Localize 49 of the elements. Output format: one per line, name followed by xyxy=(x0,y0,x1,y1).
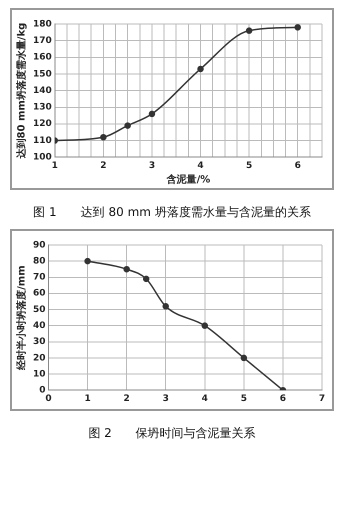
point xyxy=(148,110,156,118)
y-tick-label: 130 xyxy=(32,102,52,113)
y-tick-label: 50 xyxy=(32,304,46,315)
x-tick-label: 6 xyxy=(280,394,286,404)
x-tick-label: 1 xyxy=(84,394,91,404)
y-tick-label: 100 xyxy=(32,152,52,163)
x-tick-label: 4 xyxy=(197,160,204,171)
y-tick-label: 180 xyxy=(32,19,52,30)
x-tick-label: 2 xyxy=(100,160,107,171)
y-axis-title: 经时半小时坍落度/mm xyxy=(16,265,28,371)
x-axis-title: 含泥量/% xyxy=(166,174,210,186)
x-tick-label: 3 xyxy=(162,394,169,404)
text: 图 1 达到 80 mm 坍落度需水量与含泥量的关系 xyxy=(32,204,312,221)
y-tick-label: 40 xyxy=(32,321,46,332)
point xyxy=(197,66,204,72)
x-tick-label: 4 xyxy=(202,394,208,404)
y-tick-label: 110 xyxy=(32,136,52,146)
point xyxy=(202,322,208,329)
x-tick-label: 5 xyxy=(246,160,252,171)
y-tick-label: 170 xyxy=(32,36,52,46)
y-tick-label: 60 xyxy=(32,288,46,299)
y-tick-label: 140 xyxy=(32,86,52,96)
y-tick-label: 30 xyxy=(32,337,46,348)
y-tick-label: 120 xyxy=(32,119,52,130)
y-tick-label: 20 xyxy=(32,353,46,364)
y-tick-label: 0 xyxy=(39,386,46,396)
y-tick-label: 80 xyxy=(32,256,46,266)
point xyxy=(294,24,301,31)
point xyxy=(246,27,252,34)
point xyxy=(100,134,107,140)
point xyxy=(162,303,169,310)
point xyxy=(123,266,130,272)
x-tick-label: 2 xyxy=(124,394,130,404)
x-tick-label: 1 xyxy=(52,160,58,171)
y-tick-label: 150 xyxy=(32,69,52,80)
point xyxy=(84,258,91,264)
y-tick-label: 70 xyxy=(32,272,46,283)
y-axis-title: 达到80 mm坍落度需水量/kg xyxy=(16,22,28,160)
y-tick-label: 160 xyxy=(32,52,52,63)
x-tick-label: 7 xyxy=(318,394,326,404)
x-tick-label: 3 xyxy=(148,160,156,171)
point xyxy=(124,122,131,129)
y-tick-label: 90 xyxy=(32,240,46,250)
y-tick-label: 10 xyxy=(32,369,46,380)
x-tick-label: 5 xyxy=(240,394,247,404)
x-tick-label: 6 xyxy=(294,160,301,171)
text: 图 2 保坍时间与含泥量关系 xyxy=(87,425,257,442)
point xyxy=(142,276,150,282)
point xyxy=(240,354,248,362)
